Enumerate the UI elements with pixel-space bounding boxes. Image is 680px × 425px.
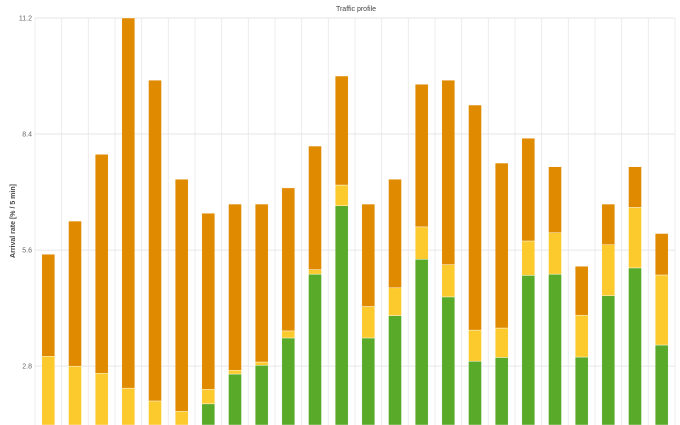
y-axis-label: Arrival rate [% / 5 min] (10, 184, 17, 258)
bar-segment-series-1 (201, 403, 216, 425)
bar-segment-series-3 (41, 254, 56, 357)
bar-segment-series-2 (361, 306, 376, 339)
bar-segment-series-1 (334, 205, 349, 425)
bar-segment-series-1 (228, 373, 242, 425)
bar-segment-series-2 (494, 327, 509, 358)
bar-segment-series-3 (174, 179, 189, 412)
bar-segment-series-3 (521, 137, 536, 242)
bar-segment-series-2 (601, 244, 616, 296)
bar-segment-series-1 (654, 344, 669, 425)
bar-segment-series-2 (254, 361, 269, 366)
bar-segment-series-2 (468, 329, 482, 362)
bar-segment-series-3 (254, 203, 269, 363)
y-axis-ticks: 2.8 5.6 8.4 11.2 (19, 16, 32, 371)
bar-segment-series-1 (548, 273, 562, 425)
bar-segment-series-3 (361, 203, 376, 307)
bar-segment-series-3 (94, 154, 109, 374)
bar-segment-series-3 (228, 203, 242, 371)
bar-segment-series-2 (94, 372, 109, 425)
bar-segment-series-3 (654, 233, 669, 276)
bar-segment-series-2 (228, 370, 242, 375)
bar-segment-series-3 (281, 187, 296, 332)
bar-segment-series-2 (334, 184, 349, 206)
bar-segment-series-1 (494, 357, 509, 425)
bar-segment-series-3 (468, 104, 482, 331)
bar-segment-series-3 (548, 166, 562, 233)
bar-segment-series-2 (414, 226, 429, 260)
bar-segment-series-3 (574, 266, 589, 316)
bar-segment-series-2 (521, 240, 536, 276)
y-tick-label: 5.6 (22, 248, 32, 255)
bar-segment-series-3 (68, 220, 82, 367)
bar-segment-series-2 (148, 400, 162, 425)
bar-segment-series-2 (121, 387, 136, 425)
bar-segment-series-2 (441, 264, 456, 298)
bar-segment-series-1 (601, 295, 616, 425)
bar-segment-series-1 (574, 356, 589, 425)
bar-segment-series-3 (388, 179, 402, 289)
bar-segment-series-1 (308, 273, 322, 425)
bars (41, 17, 669, 425)
bar-segment-series-1 (281, 337, 296, 425)
y-tick-label: 8.4 (22, 132, 32, 139)
bar-segment-series-1 (388, 315, 402, 425)
bar-segment-series-3 (601, 203, 616, 245)
bar-segment-series-2 (68, 365, 82, 425)
chart-title: Traffic profile (336, 6, 376, 13)
bar-segment-series-3 (148, 79, 162, 402)
bar-segment-series-2 (388, 287, 402, 316)
bar-segment-series-1 (414, 259, 429, 425)
bar-segment-series-3 (414, 84, 429, 228)
bar-segment-series-1 (628, 267, 642, 425)
bar-segment-series-1 (441, 296, 456, 425)
bar-segment-series-1 (254, 365, 269, 425)
bar-segment-series-2 (41, 355, 56, 425)
bar-segment-series-2 (174, 411, 189, 425)
y-tick-label: 11.2 (19, 16, 32, 23)
bar-segment-series-1 (521, 275, 536, 425)
bar-segment-series-3 (334, 75, 349, 186)
bar-segment-series-2 (548, 232, 562, 275)
gridlines (34, 17, 676, 425)
bar-segment-series-2 (574, 314, 589, 358)
bar-segment-series-2 (628, 207, 642, 269)
bar-segment-series-3 (201, 213, 216, 390)
bar-segment-series-1 (468, 360, 482, 425)
bar-segment-series-3 (628, 166, 642, 208)
bar-segment-series-2 (308, 269, 322, 275)
y-tick-label: 2.8 (22, 364, 32, 371)
bar-segment-series-3 (494, 162, 509, 329)
bar-segment-series-2 (201, 389, 216, 405)
bar-segment-series-2 (281, 330, 296, 339)
bar-segment-series-2 (654, 274, 669, 346)
bar-segment-series-3 (308, 145, 322, 270)
bar-segment-series-3 (441, 79, 456, 265)
bar-segment-series-3 (121, 17, 136, 389)
bar-segment-series-1 (361, 337, 376, 425)
